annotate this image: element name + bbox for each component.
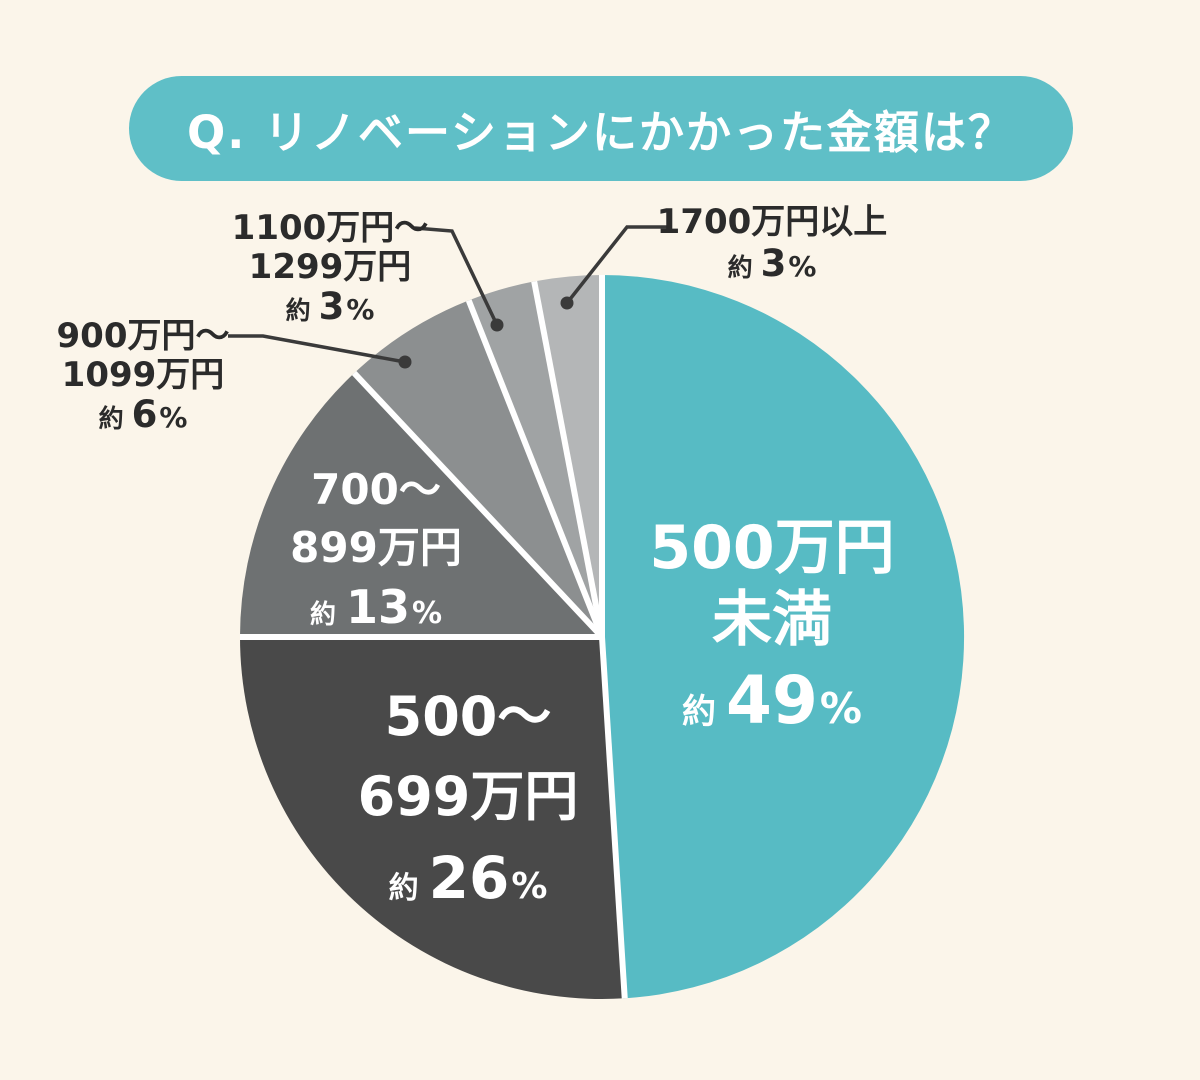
percent-sign: %: [346, 293, 375, 326]
slice-separator: [531, 280, 605, 638]
percent-sign: %: [788, 250, 817, 283]
percent-sign: %: [819, 684, 862, 733]
segment-percent: 約 49%: [582, 656, 962, 763]
pie-slice-2: [240, 373, 602, 637]
segment-percent: 約 13%: [246, 577, 506, 648]
leader-dot: [490, 318, 504, 332]
segment-percent: 約 3%: [180, 287, 480, 334]
segment-label-900-1099: 900万円〜 1099万円 約 6%: [18, 317, 268, 442]
segment-range-text: 500〜: [384, 685, 552, 748]
approx-prefix: 約: [388, 871, 419, 906]
segment-percent: 約 26%: [288, 837, 648, 934]
leader-line: [228, 334, 406, 364]
percent-value: 3: [760, 242, 787, 285]
segment-range-text: 1099万円: [61, 355, 225, 395]
approx-prefix: 約: [98, 404, 124, 433]
pie-slice-1: [240, 637, 625, 1000]
segment-percent: 約 6%: [18, 395, 268, 442]
segment-range-text: 未満: [712, 585, 832, 655]
percent-value: 3: [318, 285, 345, 328]
segment-label-700-899: 700〜 899万円 約 13%: [246, 461, 506, 648]
segment-label-1100-1299: 1100万円〜 1299万円 約 3%: [180, 209, 480, 334]
slice-separator: [599, 636, 628, 999]
slice-separator: [465, 299, 605, 639]
percent-value: 49: [726, 662, 818, 739]
percent-value: 26: [428, 844, 510, 912]
approx-prefix: 約: [309, 600, 336, 630]
segment-label-under-500: 500万円 未満 約 49%: [582, 512, 962, 763]
leader-line: [414, 226, 499, 326]
segment-range-text: 700〜: [311, 465, 441, 514]
segment-range-text: 1299万円: [248, 247, 412, 287]
segment-range-text: 899万円: [290, 523, 462, 572]
question-title: Q. リノベーションにかかった金額は？: [186, 106, 1016, 159]
percent-sign: %: [511, 866, 548, 907]
segment-range-text: 500万円: [649, 513, 895, 583]
leader-line: [565, 225, 668, 305]
approx-prefix: 約: [285, 296, 311, 325]
slice-separator: [352, 371, 605, 640]
segment-range-text: 900万円〜: [56, 316, 230, 356]
percent-value: 13: [345, 580, 410, 634]
approx-prefix: 約: [727, 253, 753, 282]
segment-percent: 約 3%: [622, 244, 922, 291]
segment-range-text: 699万円: [357, 765, 579, 828]
leader-dot: [398, 355, 412, 369]
segment-label-1700-plus: 1700万円以上 約 3%: [622, 203, 922, 291]
percent-value: 6: [131, 393, 158, 436]
pie-slice-0: [602, 275, 965, 999]
percent-sign: %: [159, 401, 188, 434]
question-banner: Q. リノベーションにかかった金額は？: [129, 76, 1073, 181]
segment-range-text: 1100万円〜: [231, 208, 429, 248]
approx-prefix: 約: [682, 692, 717, 732]
segment-label-500-699: 500〜 699万円 約 26%: [288, 677, 648, 934]
percent-sign: %: [411, 596, 443, 631]
leader-dot: [560, 296, 574, 310]
pie-slice-3: [354, 300, 602, 637]
segment-range-text: 1700万円以上: [656, 202, 888, 242]
